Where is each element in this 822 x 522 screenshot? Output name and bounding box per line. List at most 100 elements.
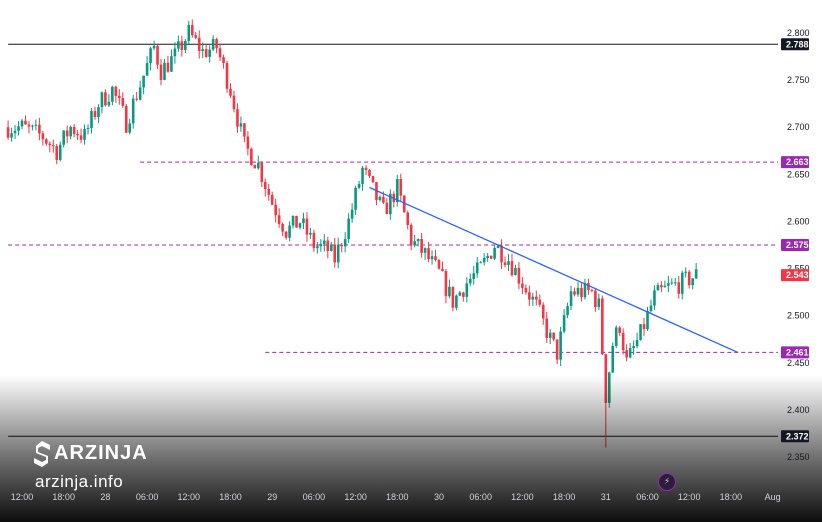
candle-body [587,283,590,291]
candle-body [79,135,83,140]
candle-body [24,120,27,125]
candle-body [451,286,455,308]
candle-body [441,268,444,272]
candle-body [145,63,149,76]
candle-body [149,48,152,64]
candle-body [76,134,79,136]
candle-body [107,101,111,106]
level-badge: 2.663 [786,157,809,167]
candle-body [621,332,625,351]
candle-body [510,261,514,276]
candle-body [323,240,326,244]
candle-body [632,346,635,349]
x-tick-label: Aug [765,492,781,502]
candle-body [653,290,656,306]
candle-body [260,162,264,182]
candle-body [97,107,100,118]
candle-body [555,339,559,360]
candle-body [625,350,628,358]
candle-body [493,248,496,259]
candle-body [566,306,569,316]
candle-body [406,212,410,225]
candle-body [197,37,201,52]
y-tick-label: 2.450 [787,358,810,368]
candle-body [465,283,469,297]
candle-body [329,244,333,251]
candle-body [20,120,24,127]
candle-body [177,41,180,49]
candle-body [628,348,632,358]
candle-body [479,262,482,264]
candle-body [128,123,132,133]
candle-body [41,133,45,140]
candle-body [27,124,31,127]
candle-body [187,24,191,41]
candle-body [674,282,677,284]
candle-body [118,95,121,99]
candle-body [298,223,302,228]
x-tick-label: 06:00 [136,492,159,502]
candle-body [642,324,646,330]
candlesticks [6,19,698,448]
candle-body [437,260,441,269]
candle-body [58,144,62,160]
candle-body [639,324,642,340]
candle-body [72,126,76,135]
price-axis[interactable]: 2.800 2.750 2.700 2.650 2.600 2.550 2.500 2.450… [787,28,810,462]
candle-body [500,245,503,263]
candle-body [263,181,267,190]
candle-body [204,49,208,57]
candle-body [309,232,312,235]
candle-body [312,232,316,249]
bottom-gradient-overlay [0,375,822,522]
candle-body [680,272,684,294]
candle-body [6,127,10,138]
candle-body [489,255,493,259]
candle-body [111,86,114,102]
candle-body [583,283,587,298]
candle-body [90,111,93,129]
candle-body [253,165,257,169]
y-tick-label: 2.350 [787,452,810,462]
candle-body [614,327,618,346]
x-tick-label: 12:00 [511,492,534,502]
candle-body [434,256,437,261]
candle-body [361,167,364,184]
candle-body [514,267,517,276]
candle-body [413,241,416,246]
candle-body [215,39,218,49]
x-tick-label: 18:00 [720,492,743,502]
candle-body [663,285,667,288]
last-price-badge-bg [781,269,809,282]
candle-body [239,123,243,127]
candle-body [55,146,59,160]
time-axis[interactable]: 12:00 18:00 28 06:00 12:00 18:00 29 06:00 12:00 1… [11,492,781,502]
candle-body [430,256,434,260]
candle-body [455,295,458,308]
candle-body [218,48,222,58]
candle-body [402,195,406,213]
candle-body [472,273,476,279]
candle-body [660,285,663,288]
x-tick-label: 18:00 [52,492,75,502]
candle-body [548,332,552,338]
y-tick-label: 2.500 [787,311,810,321]
candle-body [594,290,597,308]
y-tick-label: 2.600 [787,216,810,226]
candle-body [10,133,13,138]
candle-body [69,126,72,137]
level-badge-bg [781,38,809,51]
candle-body [667,283,670,286]
candle-body [190,24,194,36]
x-tick-label: 28 [100,492,110,502]
candle-body [462,292,465,297]
trendline [369,186,739,354]
y-tick-label: 2.750 [787,75,810,85]
candle-body [646,311,649,330]
candle-body [270,194,274,205]
candle-body [503,262,507,266]
level-badge: 2.372 [786,431,809,441]
candle-body [51,145,55,147]
lightning-bolt-icon[interactable]: ⚡ [658,473,676,491]
